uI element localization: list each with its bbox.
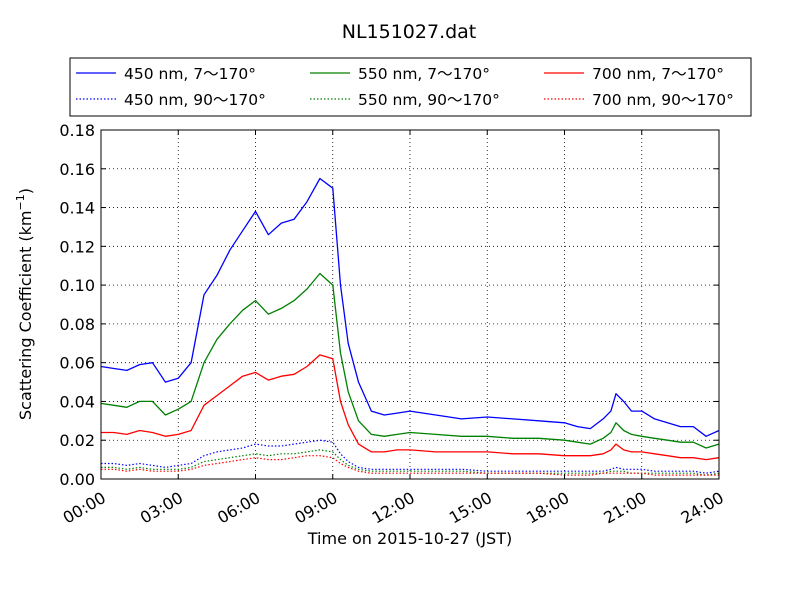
series-line	[101, 449, 720, 476]
series-lines	[100, 177, 720, 476]
y-tick-label: 0.06	[59, 354, 95, 373]
legend-entries: 450 nm, 7～170° 550 nm, 7～170° 700 nm, 7～17…	[76, 65, 734, 109]
y-axis-label: Scattering Coefficient (km−1)	[14, 188, 35, 420]
series-line	[101, 439, 720, 474]
series-line	[101, 455, 719, 476]
y-tick-label: 0.08	[59, 315, 95, 334]
y-tick-label: 0.18	[59, 121, 95, 140]
y-tick-label: 0.10	[59, 276, 95, 295]
y-tick-label: 0.14	[59, 199, 95, 218]
x-axis-label: Time on 2015-10-27 (JST)	[307, 529, 512, 548]
series-line	[100, 177, 720, 437]
y-axis-label-close: )	[16, 188, 35, 194]
legend-label: 450 nm, 90～170°	[124, 91, 266, 109]
legend-frame	[69, 57, 752, 117]
y-tick-label: 0.12	[59, 237, 95, 256]
axis-ticks	[100, 129, 720, 480]
legend-label: 700 nm, 7～170°	[592, 65, 724, 83]
legend-label: 550 nm, 90～170°	[358, 91, 500, 109]
plot-background	[101, 130, 719, 479]
y-axis-label-exponent: −1	[14, 194, 27, 210]
y-tick-label: 0.16	[59, 160, 95, 179]
y-tick-labels: 0.00 0.02 0.04 0.06 0.08 0.10 0.12 0.14 0.16 0.18	[59, 121, 95, 489]
y-tick-label: 0.04	[59, 392, 95, 411]
legend-label: 450 nm, 7～170°	[124, 65, 256, 83]
series-line	[100, 272, 720, 449]
legend: 450 nm, 7～170° 550 nm, 7～170° 700 nm, 7～17…	[69, 57, 752, 117]
chart-title: NL151027.dat	[342, 21, 477, 43]
y-tick-label: 0.00	[59, 470, 95, 489]
y-axis-label-text: Scattering Coefficient (km	[16, 210, 35, 420]
y-tick-label: 0.02	[59, 431, 95, 450]
legend-label: 550 nm, 7～170°	[358, 65, 490, 83]
grid-lines	[101, 130, 719, 479]
series-line	[101, 354, 720, 461]
plot-area	[100, 129, 720, 480]
legend-label: 700 nm, 90～170°	[592, 91, 734, 109]
